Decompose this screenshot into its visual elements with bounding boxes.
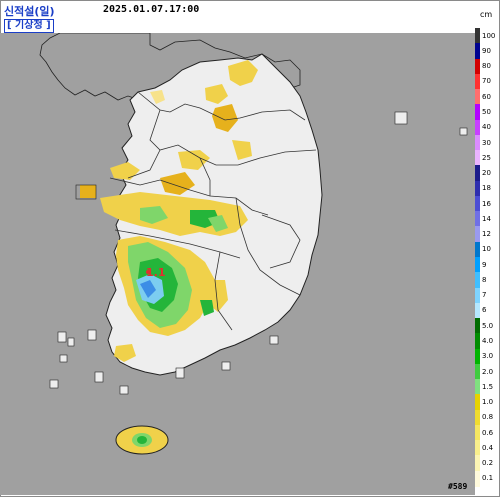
legend-swatch [475,211,480,228]
legend-swatch [475,333,480,350]
timestamp: 2025.01.07.17:00 [103,4,200,15]
legend-label: 16 [482,199,491,208]
legend-label: 90 [482,46,491,55]
station-marker [146,270,150,274]
legend-label: 25 [482,153,491,162]
legend-label: 2.0 [482,367,494,376]
legend-label: 30 [482,138,491,147]
legend-label: 7 [482,291,487,300]
legend-unit: cm [480,10,493,19]
legend-swatch [475,134,480,151]
legend-swatch [475,58,480,75]
legend-swatch [475,348,480,365]
legend-swatch [475,394,480,411]
legend-swatch [475,226,480,243]
legend-swatch [475,104,480,121]
legend-swatch [475,455,480,472]
legend-swatch [475,73,480,90]
precip-overlay [80,60,258,362]
islands [49,111,468,395]
map-code: #589 [448,482,468,491]
legend-label: 100 [482,31,496,40]
region-value-label: 1.1 [146,266,166,279]
legend-swatch [475,287,480,304]
legend-swatch [475,379,480,396]
legend-swatch [475,470,480,487]
product-title: 신적설(일) [4,5,55,18]
legend-label: 40 [482,123,491,132]
legend-label: 3.0 [482,352,494,361]
legend-swatch [475,363,480,380]
legend-swatch [475,150,480,167]
legend-label: 0.4 [482,443,494,452]
jeju-island [115,425,169,455]
legend-swatch [475,241,480,258]
legend-label: 18 [482,184,491,193]
province-boundaries [109,91,317,331]
legend-label: 5.0 [482,321,494,330]
legend-swatch [475,272,480,289]
legend-label: 20 [482,169,491,178]
legend-swatch [475,28,480,44]
legend-label: 0.6 [482,428,494,437]
legend-label: 10 [482,245,491,254]
legend-label: 0.8 [482,413,494,422]
snow-map [0,33,475,495]
legend-swatch [475,409,480,426]
legend-label: 6 [482,306,487,315]
legend-label: 1.0 [482,398,494,407]
legend-label: 0.1 [482,474,494,483]
legend-swatch [475,43,480,60]
agency-label: [ 기상청 ] [4,19,54,33]
legend-swatch [475,424,480,441]
legend-label: 1.5 [482,382,494,391]
legend-label: 12 [482,230,491,239]
legend-swatch [475,302,480,319]
legend-label: 0.2 [482,459,494,468]
legend-swatch [475,89,480,106]
legend-swatch [475,119,480,136]
legend-swatch [475,318,480,335]
legend-label: 9 [482,260,487,269]
legend-label: 80 [482,62,491,71]
legend-swatch [475,440,480,457]
legend-swatch [475,257,480,273]
legend-label: 60 [482,92,491,101]
legend-label: 4.0 [482,336,494,345]
legend-swatch [475,180,480,197]
legend-label: 70 [482,77,491,86]
legend-label: 14 [482,214,491,223]
legend-swatch [475,165,480,182]
legend-swatch [475,195,480,212]
legend-label: 8 [482,275,487,284]
legend-label: 50 [482,107,491,116]
